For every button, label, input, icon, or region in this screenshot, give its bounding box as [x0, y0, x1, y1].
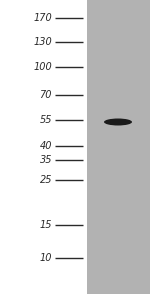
Text: 130: 130: [33, 37, 52, 47]
Ellipse shape: [104, 118, 132, 126]
Text: 70: 70: [39, 90, 52, 100]
Text: 40: 40: [39, 141, 52, 151]
Text: 170: 170: [33, 13, 52, 23]
Bar: [87, 0, 150, 294]
Text: 100: 100: [33, 62, 52, 72]
Text: 10: 10: [39, 253, 52, 263]
Text: 25: 25: [39, 175, 52, 185]
Text: 55: 55: [39, 115, 52, 125]
Text: 35: 35: [39, 155, 52, 165]
Text: 15: 15: [39, 220, 52, 230]
